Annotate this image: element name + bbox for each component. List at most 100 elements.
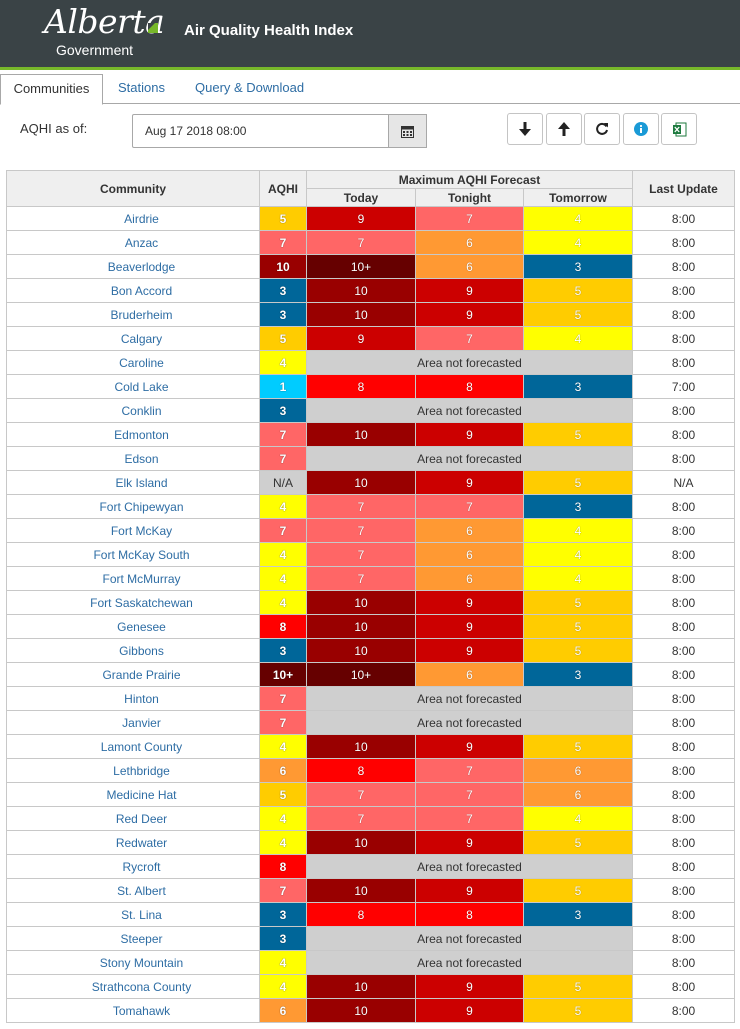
community-link[interactable]: Stony Mountain <box>6 950 260 975</box>
forecast-tonight: 9 <box>415 422 524 447</box>
sort-descending-button[interactable] <box>507 113 543 145</box>
community-link[interactable]: Elk Island <box>6 470 260 495</box>
table-row[interactable]: Genesee 8 10 9 5 8:00 <box>6 614 735 639</box>
table-row[interactable]: Rycroft 8 Area not forecasted 8:00 <box>6 854 735 879</box>
community-link[interactable]: Anzac <box>6 230 260 255</box>
table-row[interactable]: Redwater 4 10 9 5 8:00 <box>6 830 735 855</box>
col-header-tomorrow[interactable]: Tomorrow <box>523 188 633 207</box>
aqhi-value: 3 <box>259 926 307 951</box>
community-link[interactable]: Beaverlodge <box>6 254 260 279</box>
info-button[interactable] <box>623 113 659 145</box>
table-row[interactable]: Fort McKay 7 7 6 4 8:00 <box>6 518 735 543</box>
table-row[interactable]: St. Albert 7 10 9 5 8:00 <box>6 878 735 903</box>
tab-query-download[interactable]: Query & Download <box>195 80 305 95</box>
not-forecasted-cell: Area not forecasted <box>306 398 633 423</box>
arrow-up-icon <box>558 122 570 136</box>
tab-communities[interactable]: Communities <box>0 74 103 105</box>
community-link[interactable]: Janvier <box>6 710 260 735</box>
forecast-tomorrow: 6 <box>523 782 633 807</box>
forecast-today: 10 <box>306 614 416 639</box>
community-link[interactable]: Edson <box>6 446 260 471</box>
community-link[interactable]: Steeper <box>6 926 260 951</box>
table-row[interactable]: Cold Lake 1 8 8 3 7:00 <box>6 374 735 399</box>
table-row[interactable]: Beaverlodge 10 10+ 6 3 8:00 <box>6 254 735 279</box>
community-link[interactable]: St. Lina <box>6 902 260 927</box>
community-link[interactable]: Rycroft <box>6 854 260 879</box>
community-link[interactable]: Medicine Hat <box>6 782 260 807</box>
community-link[interactable]: Red Deer <box>6 806 260 831</box>
col-header-today[interactable]: Today <box>306 188 416 207</box>
table-row[interactable]: Medicine Hat 5 7 7 6 8:00 <box>6 782 735 807</box>
community-link[interactable]: Tomahawk <box>6 998 260 1023</box>
refresh-button[interactable] <box>584 113 620 145</box>
table-row[interactable]: Steeper 3 Area not forecasted 8:00 <box>6 926 735 951</box>
table-row[interactable]: Caroline 4 Area not forecasted 8:00 <box>6 350 735 375</box>
community-link[interactable]: Edmonton <box>6 422 260 447</box>
community-link[interactable]: Fort McKay <box>6 518 260 543</box>
community-link[interactable]: Bruderheim <box>6 302 260 327</box>
table-row[interactable]: Red Deer 4 7 7 4 8:00 <box>6 806 735 831</box>
table-row[interactable]: Calgary 5 9 7 4 8:00 <box>6 326 735 351</box>
table-row[interactable]: Grande Prairie 10+ 10+ 6 3 8:00 <box>6 662 735 687</box>
table-row[interactable]: Anzac 7 7 6 4 8:00 <box>6 230 735 255</box>
table-row[interactable]: Edmonton 7 10 9 5 8:00 <box>6 422 735 447</box>
community-link[interactable]: Conklin <box>6 398 260 423</box>
community-link[interactable]: Hinton <box>6 686 260 711</box>
community-link[interactable]: Cold Lake <box>6 374 260 399</box>
aqhi-value: 4 <box>259 542 307 567</box>
tab-stations[interactable]: Stations <box>118 80 165 95</box>
calendar-button[interactable] <box>388 114 427 148</box>
col-header-community[interactable]: Community <box>6 170 260 207</box>
aqhi-value: 4 <box>259 974 307 999</box>
community-link[interactable]: St. Albert <box>6 878 260 903</box>
aqhi-table: Community AQHI Maximum AQHI Forecast Las… <box>6 170 735 1023</box>
forecast-tonight: 9 <box>415 998 524 1023</box>
table-row[interactable]: Stony Mountain 4 Area not forecasted 8:00 <box>6 950 735 975</box>
community-link[interactable]: Fort Saskatchewan <box>6 590 260 615</box>
table-row[interactable]: Tomahawk 6 10 9 5 8:00 <box>6 998 735 1023</box>
table-row[interactable]: Janvier 7 Area not forecasted 8:00 <box>6 710 735 735</box>
table-row[interactable]: Hinton 7 Area not forecasted 8:00 <box>6 686 735 711</box>
community-link[interactable]: Fort McMurray <box>6 566 260 591</box>
community-link[interactable]: Strathcona County <box>6 974 260 999</box>
table-row[interactable]: Lamont County 4 10 9 5 8:00 <box>6 734 735 759</box>
community-link[interactable]: Fort McKay South <box>6 542 260 567</box>
table-row[interactable]: Elk Island N/A 10 9 5 N/A <box>6 470 735 495</box>
col-header-tonight[interactable]: Tonight <box>415 188 524 207</box>
table-row[interactable]: Fort McMurray 4 7 6 4 8:00 <box>6 566 735 591</box>
forecast-today: 10 <box>306 302 416 327</box>
aqhi-value: 8 <box>259 614 307 639</box>
table-row[interactable]: Strathcona County 4 10 9 5 8:00 <box>6 974 735 999</box>
table-row[interactable]: Fort Saskatchewan 4 10 9 5 8:00 <box>6 590 735 615</box>
community-link[interactable]: Bon Accord <box>6 278 260 303</box>
community-link[interactable]: Genesee <box>6 614 260 639</box>
table-row[interactable]: Fort Chipewyan 4 7 7 3 8:00 <box>6 494 735 519</box>
community-link[interactable]: Fort Chipewyan <box>6 494 260 519</box>
table-row[interactable]: Bon Accord 3 10 9 5 8:00 <box>6 278 735 303</box>
alberta-logo[interactable]: Alberta <box>44 2 165 41</box>
table-row[interactable]: Lethbridge 6 8 7 6 8:00 <box>6 758 735 783</box>
table-row[interactable]: Edson 7 Area not forecasted 8:00 <box>6 446 735 471</box>
forecast-tonight: 9 <box>415 638 524 663</box>
date-field[interactable]: Aug 17 2018 08:00 <box>132 114 389 148</box>
community-link[interactable]: Lamont County <box>6 734 260 759</box>
community-link[interactable]: Calgary <box>6 326 260 351</box>
col-header-aqhi[interactable]: AQHI <box>259 170 307 207</box>
forecast-tonight: 6 <box>415 230 524 255</box>
table-row[interactable]: Fort McKay South 4 7 6 4 8:00 <box>6 542 735 567</box>
table-row[interactable]: Airdrie 5 9 7 4 8:00 <box>6 206 735 231</box>
community-link[interactable]: Lethbridge <box>6 758 260 783</box>
community-link[interactable]: Gibbons <box>6 638 260 663</box>
sort-ascending-button[interactable] <box>546 113 582 145</box>
table-row[interactable]: Gibbons 3 10 9 5 8:00 <box>6 638 735 663</box>
table-row[interactable]: St. Lina 3 8 8 3 8:00 <box>6 902 735 927</box>
table-row[interactable]: Conklin 3 Area not forecasted 8:00 <box>6 398 735 423</box>
community-link[interactable]: Redwater <box>6 830 260 855</box>
community-link[interactable]: Airdrie <box>6 206 260 231</box>
col-header-last-update[interactable]: Last Update <box>632 170 735 207</box>
table-row[interactable]: Bruderheim 3 10 9 5 8:00 <box>6 302 735 327</box>
community-link[interactable]: Caroline <box>6 350 260 375</box>
excel-export-button[interactable] <box>661 113 697 145</box>
last-update: 8:00 <box>632 638 735 663</box>
community-link[interactable]: Grande Prairie <box>6 662 260 687</box>
